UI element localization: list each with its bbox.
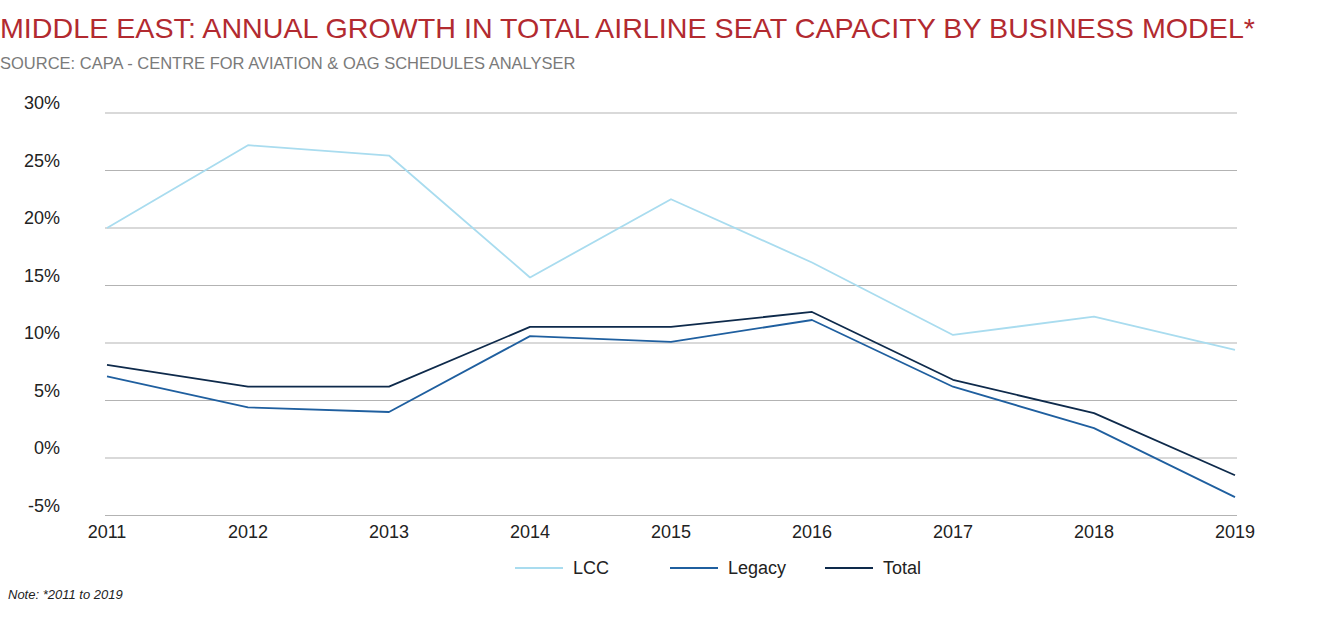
y-tick-label: 5% xyxy=(34,381,60,401)
note: Note: *2011 to 2019 xyxy=(8,587,123,602)
y-tick-label: 10% xyxy=(24,323,60,343)
y-tick-label: 0% xyxy=(34,438,60,458)
y-tick-label: -5% xyxy=(28,496,60,516)
grid-line xyxy=(105,170,1237,171)
series-line xyxy=(107,312,1235,475)
x-tick-label: 2014 xyxy=(510,522,550,542)
y-tick-label: 25% xyxy=(24,151,60,171)
y-tick-label: 20% xyxy=(24,208,60,228)
legend: LCC Legacy Total xyxy=(515,558,921,578)
grid-line xyxy=(105,457,1237,458)
x-tick-label: 2013 xyxy=(369,522,409,542)
grid-line xyxy=(105,285,1237,286)
grid-line xyxy=(105,400,1237,401)
subtitle: SOURCE: CAPA - CENTRE FOR AVIATION & OAG… xyxy=(0,54,576,72)
x-tick-label: 2019 xyxy=(1215,522,1255,542)
x-tick-label: 2011 xyxy=(88,522,127,542)
legend-label: Total xyxy=(883,558,921,578)
x-tick-label: 2018 xyxy=(1074,522,1114,542)
chart-container: MIDDLE EAST: ANNUAL GROWTH IN TOTAL AIRL… xyxy=(0,0,1338,622)
title: MIDDLE EAST: ANNUAL GROWTH IN TOTAL AIRL… xyxy=(0,13,1255,44)
grid-line xyxy=(105,227,1237,228)
x-tick-label: 2012 xyxy=(228,522,268,542)
y-tick-label: 30% xyxy=(24,93,60,113)
grid xyxy=(105,113,1237,516)
series-line xyxy=(107,320,1235,497)
legend-label: LCC xyxy=(573,558,609,578)
series-line xyxy=(107,145,1235,350)
legend-swatch xyxy=(670,567,718,569)
series-group xyxy=(107,145,1235,497)
legend-swatch xyxy=(515,567,563,569)
y-tick-label: 15% xyxy=(24,266,60,286)
legend-label: Legacy xyxy=(728,558,786,578)
x-tick-label: 2015 xyxy=(651,522,691,542)
x-tick-label: 2016 xyxy=(792,522,832,542)
grid-line xyxy=(105,112,1237,113)
grid-line xyxy=(105,515,1237,516)
legend-swatch xyxy=(825,567,873,569)
chart-svg: MIDDLE EAST: ANNUAL GROWTH IN TOTAL AIRL… xyxy=(0,0,1338,622)
x-tick-label: 2017 xyxy=(933,522,973,542)
